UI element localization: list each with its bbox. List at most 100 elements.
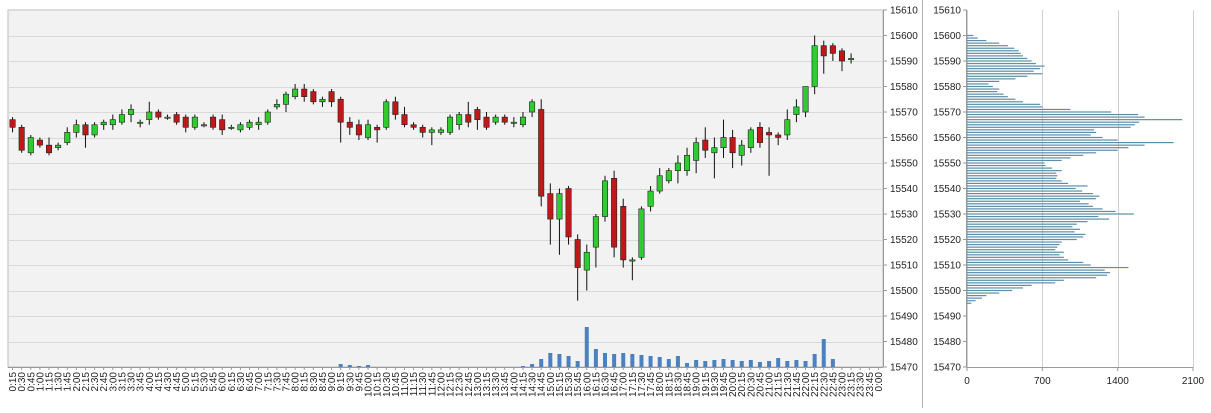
candle bbox=[447, 114, 454, 135]
volume-bar bbox=[657, 357, 662, 367]
candle-body-up bbox=[684, 155, 691, 171]
price-tick-label: 15520 bbox=[890, 235, 918, 246]
candle bbox=[210, 114, 217, 130]
time-tick-label: 16:00 bbox=[582, 372, 593, 397]
candle-body-down bbox=[565, 188, 572, 238]
candle-body-up bbox=[319, 98, 326, 103]
time-tick-label: 3:15 bbox=[117, 372, 128, 392]
time-tick-label: 5:15 bbox=[190, 372, 201, 392]
profile-y-tick-label: 15550 bbox=[933, 159, 961, 170]
profile-bar bbox=[967, 180, 1062, 182]
time-tick-label: 18:00 bbox=[655, 372, 666, 397]
candle bbox=[820, 40, 827, 74]
time-tick-label: 22:00 bbox=[801, 372, 812, 397]
time-tick-label: 21:30 bbox=[783, 372, 794, 397]
profile-bar bbox=[967, 80, 1000, 82]
price-tick-label: 15590 bbox=[890, 57, 918, 68]
candle bbox=[282, 91, 289, 112]
profile-y-tick-label: 15480 bbox=[933, 337, 961, 348]
candle bbox=[18, 124, 25, 153]
candle-body-down bbox=[310, 91, 317, 103]
profile-bar bbox=[967, 284, 1032, 286]
profile-bar bbox=[967, 159, 1062, 162]
candle-body-down bbox=[301, 88, 308, 98]
profile-x-tick-label: 700 bbox=[1034, 376, 1051, 387]
candle bbox=[292, 83, 299, 100]
candle bbox=[118, 109, 125, 125]
profile-bar bbox=[967, 167, 1053, 169]
price-tick-label: 15530 bbox=[890, 210, 918, 221]
candle bbox=[665, 168, 672, 184]
candle bbox=[501, 114, 508, 125]
candle bbox=[602, 175, 609, 222]
time-tick-label: 0:00 bbox=[874, 372, 885, 392]
candle-body-up bbox=[273, 104, 280, 108]
candle-body-up bbox=[802, 86, 809, 113]
candle bbox=[73, 119, 80, 138]
profile-bar bbox=[967, 126, 1131, 128]
time-tick-label: 11:45 bbox=[427, 372, 438, 397]
candle-body-down bbox=[82, 124, 89, 136]
candle bbox=[693, 137, 700, 174]
profile-bar bbox=[967, 147, 1129, 149]
profile-bar bbox=[967, 190, 1083, 192]
candle bbox=[711, 137, 718, 179]
candle-body-down bbox=[337, 98, 344, 123]
candle bbox=[173, 112, 180, 125]
profile-bar bbox=[967, 233, 1086, 235]
candle bbox=[155, 109, 162, 120]
time-tick-label: 6:45 bbox=[245, 372, 256, 392]
candle bbox=[529, 99, 536, 118]
candle-body-up bbox=[556, 193, 563, 220]
candle-body-down bbox=[355, 124, 362, 136]
candle-body-up bbox=[447, 116, 454, 133]
candle bbox=[647, 185, 654, 212]
profile-bar bbox=[967, 62, 1036, 65]
candle bbox=[237, 122, 244, 133]
candle-body-up bbox=[592, 216, 599, 248]
profile-bar bbox=[967, 45, 1008, 47]
candle bbox=[164, 114, 171, 120]
time-tick-label: 20:15 bbox=[737, 372, 748, 397]
profile-bar bbox=[967, 68, 1041, 70]
time-tick-label: 2:15 bbox=[81, 372, 92, 392]
time-tick-label: 21:45 bbox=[792, 372, 803, 397]
profile-bar bbox=[967, 70, 1034, 72]
price-tick-label: 15580 bbox=[890, 82, 918, 93]
candle-body-up bbox=[693, 142, 700, 161]
candle bbox=[301, 83, 308, 102]
candle bbox=[383, 99, 390, 130]
candle bbox=[492, 114, 499, 125]
candle-body-up bbox=[128, 109, 135, 115]
candle bbox=[720, 119, 727, 158]
profile-y-tick-label: 15580 bbox=[933, 82, 961, 93]
profile-y-tick-label: 15570 bbox=[933, 108, 961, 119]
price-tick-label: 15550 bbox=[890, 159, 918, 170]
profile-x-tick-label: 0 bbox=[964, 376, 970, 387]
profile-bar bbox=[967, 50, 1019, 52]
price-tick-label: 15510 bbox=[890, 261, 918, 272]
candle-body-up bbox=[383, 101, 390, 128]
candle-body-up bbox=[784, 119, 791, 136]
candle bbox=[766, 127, 773, 176]
profile-bar bbox=[967, 221, 1088, 223]
time-tick-label: 22:15 bbox=[810, 372, 821, 397]
time-tick-label: 19:15 bbox=[701, 372, 712, 397]
candle-body-up bbox=[282, 93, 289, 105]
time-tick-label: 20:45 bbox=[755, 372, 766, 397]
candle-body-down bbox=[574, 239, 581, 268]
candle bbox=[401, 106, 408, 128]
time-tick-label: 21:00 bbox=[765, 372, 776, 397]
time-tick-label: 11:00 bbox=[400, 372, 411, 397]
volume-bar bbox=[356, 366, 361, 367]
profile-bar bbox=[967, 208, 1103, 210]
candle bbox=[838, 48, 845, 72]
candle bbox=[109, 114, 116, 130]
candle bbox=[656, 168, 663, 194]
time-tick-label: 1:00 bbox=[35, 372, 46, 392]
time-tick-label: 6:15 bbox=[227, 372, 238, 392]
volume-bar bbox=[366, 365, 371, 367]
candle bbox=[775, 132, 782, 146]
candle bbox=[228, 124, 235, 130]
candle bbox=[310, 89, 317, 105]
